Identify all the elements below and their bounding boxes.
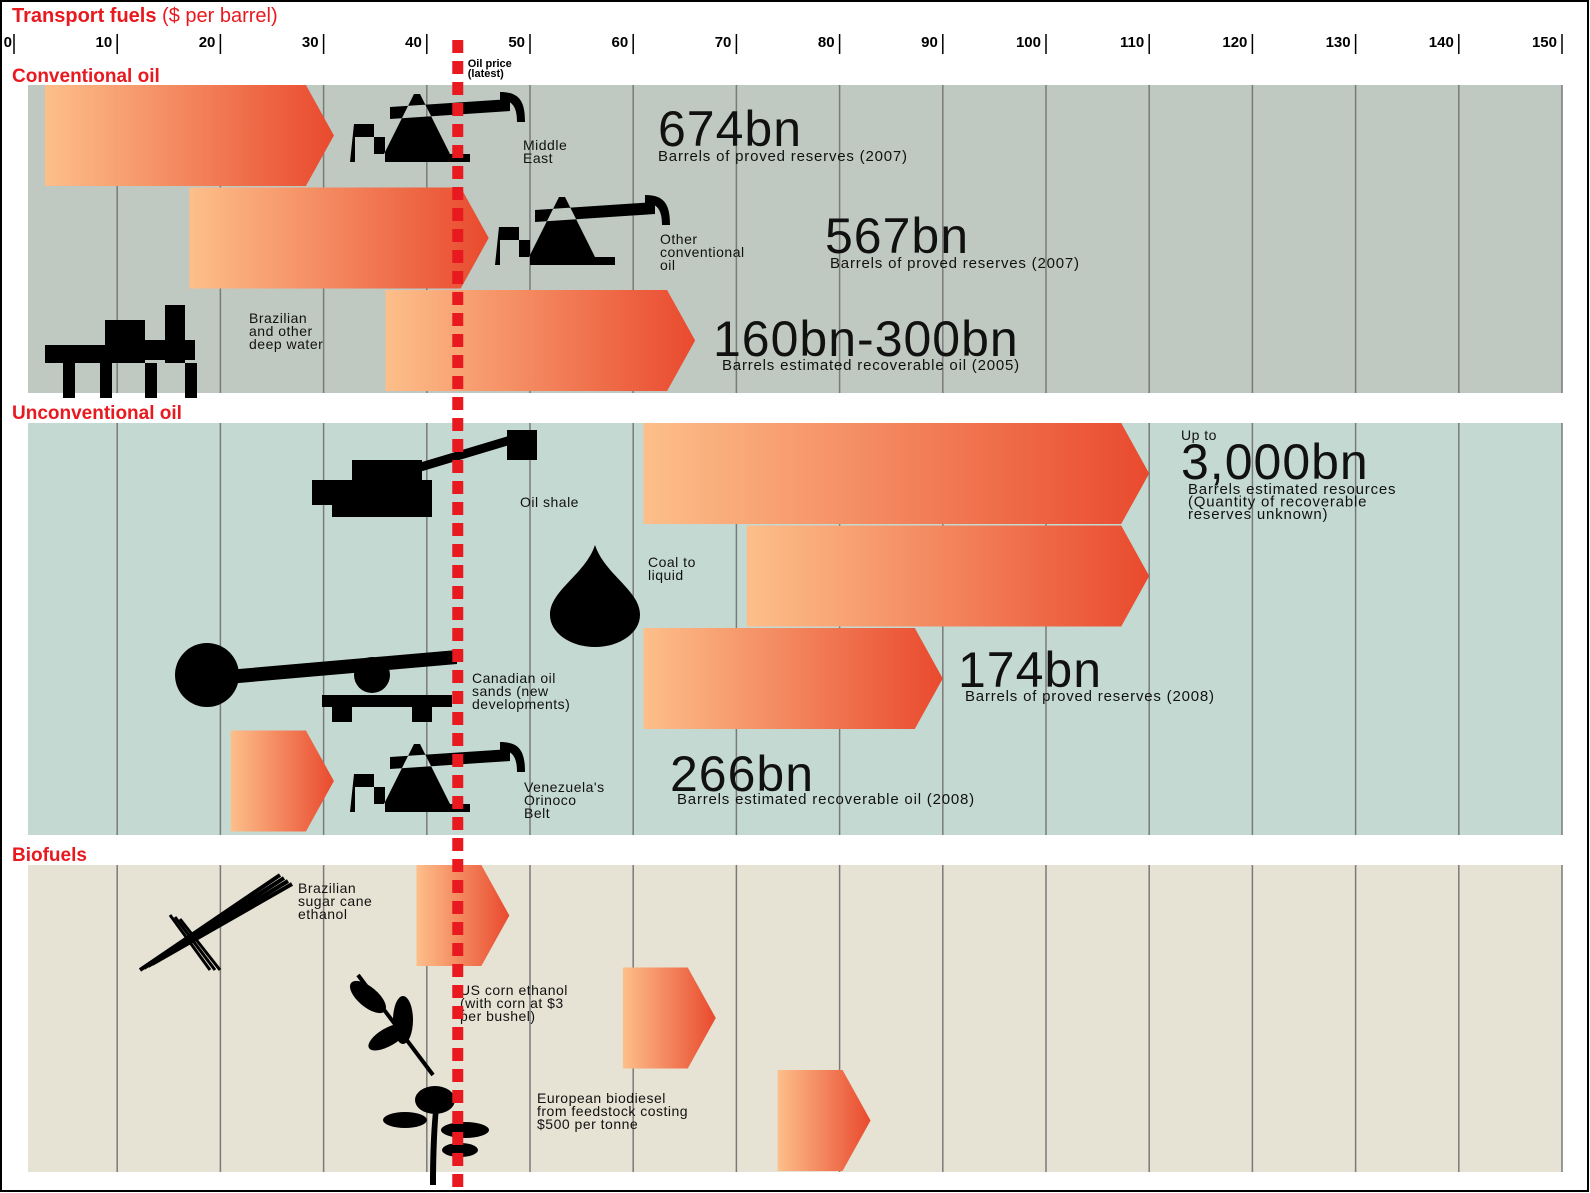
item-label: Oil shale: [520, 494, 579, 510]
x-tick-label: 90: [921, 34, 938, 51]
x-tick-label: 120: [1222, 34, 1247, 51]
item-label-line: ethanol: [298, 906, 347, 922]
reserve-note: Barrels estimated recoverable oil (2005): [722, 357, 1020, 374]
x-tick-label: 130: [1326, 34, 1351, 51]
x-tick-label: 140: [1429, 34, 1454, 51]
reserve-note-line: Barrels of proved reserves (2007): [658, 148, 908, 165]
icon-shape: [441, 1122, 489, 1138]
item-label-line: deep water: [249, 336, 323, 352]
x-tick-label: 80: [818, 34, 835, 51]
item-label-line: developments): [472, 696, 570, 712]
title: Transport fuels ($ per barrel): [12, 5, 278, 27]
range-bar: [644, 423, 1150, 524]
reserve-note-line: Barrels estimated recoverable oil (2008): [677, 791, 975, 808]
item-label-line: oil: [660, 257, 676, 273]
item-label-line: Oil shale: [520, 494, 579, 510]
title-text: Transport fuels: [12, 5, 156, 27]
range-bar: [189, 188, 488, 289]
reserve-note-line: Barrels of proved reserves (2008): [965, 688, 1215, 705]
range-bar: [747, 526, 1149, 627]
x-tick-label: 60: [612, 34, 629, 51]
x-tick-label: 100: [1016, 34, 1041, 51]
x-tick-label: 10: [96, 34, 113, 51]
unit: ($ per barrel): [162, 5, 278, 27]
reserve-note-line: reserves unknown): [1188, 506, 1328, 523]
chart: Transport fuels ($ per barrel) Conventio…: [0, 0, 1590, 1193]
reserve-note: Barrels of proved reserves (2007): [830, 255, 1080, 272]
group-title: Biofuels: [12, 845, 87, 866]
x-tick-label: 40: [405, 34, 422, 51]
x-tick-label: 30: [302, 34, 319, 51]
axis: 0 10 20 30 40 50 60 70 80 90 100 110 120 130 140 150: [4, 34, 1562, 54]
oil-price-label-line: (latest): [468, 68, 504, 80]
item-label-line: $500 per tonne: [537, 1116, 638, 1132]
range-bar: [386, 290, 696, 391]
item-label-line: East: [523, 150, 553, 166]
group-title: Conventional oil: [12, 66, 160, 87]
item-label-line: liquid: [648, 567, 684, 583]
icon-shape: [354, 657, 390, 693]
oil-price-label: Oil price(latest): [468, 58, 512, 80]
reserve-note: Barrels estimated recoverable oil (2008): [677, 791, 975, 808]
icon-shape: [383, 1112, 427, 1128]
range-bar: [644, 628, 943, 729]
x-tick-label: 110: [1120, 34, 1144, 51]
reserve-note: Barrels of proved reserves (2008): [965, 688, 1215, 705]
x-tick-label: 150: [1532, 34, 1557, 51]
reserve-note: Barrels of proved reserves (2007): [658, 148, 908, 165]
group-title: Unconventional oil: [12, 403, 182, 424]
item-label-line: Belt: [524, 805, 550, 821]
reserve-note-line: Barrels of proved reserves (2007): [830, 255, 1080, 272]
reserve-note-line: Barrels estimated recoverable oil (2005): [722, 357, 1020, 374]
x-tick-label: 50: [508, 34, 525, 51]
x-tick-label: 70: [715, 34, 732, 51]
page: {"chart_data": { "type": "range_bar", "t…: [0, 0, 1590, 1193]
item-label-line: per bushel): [460, 1008, 536, 1024]
x-tick-label: 20: [199, 34, 216, 51]
range-bar: [45, 85, 334, 186]
icon-shape: [415, 1086, 455, 1114]
x-tick-label: 0: [4, 34, 12, 51]
